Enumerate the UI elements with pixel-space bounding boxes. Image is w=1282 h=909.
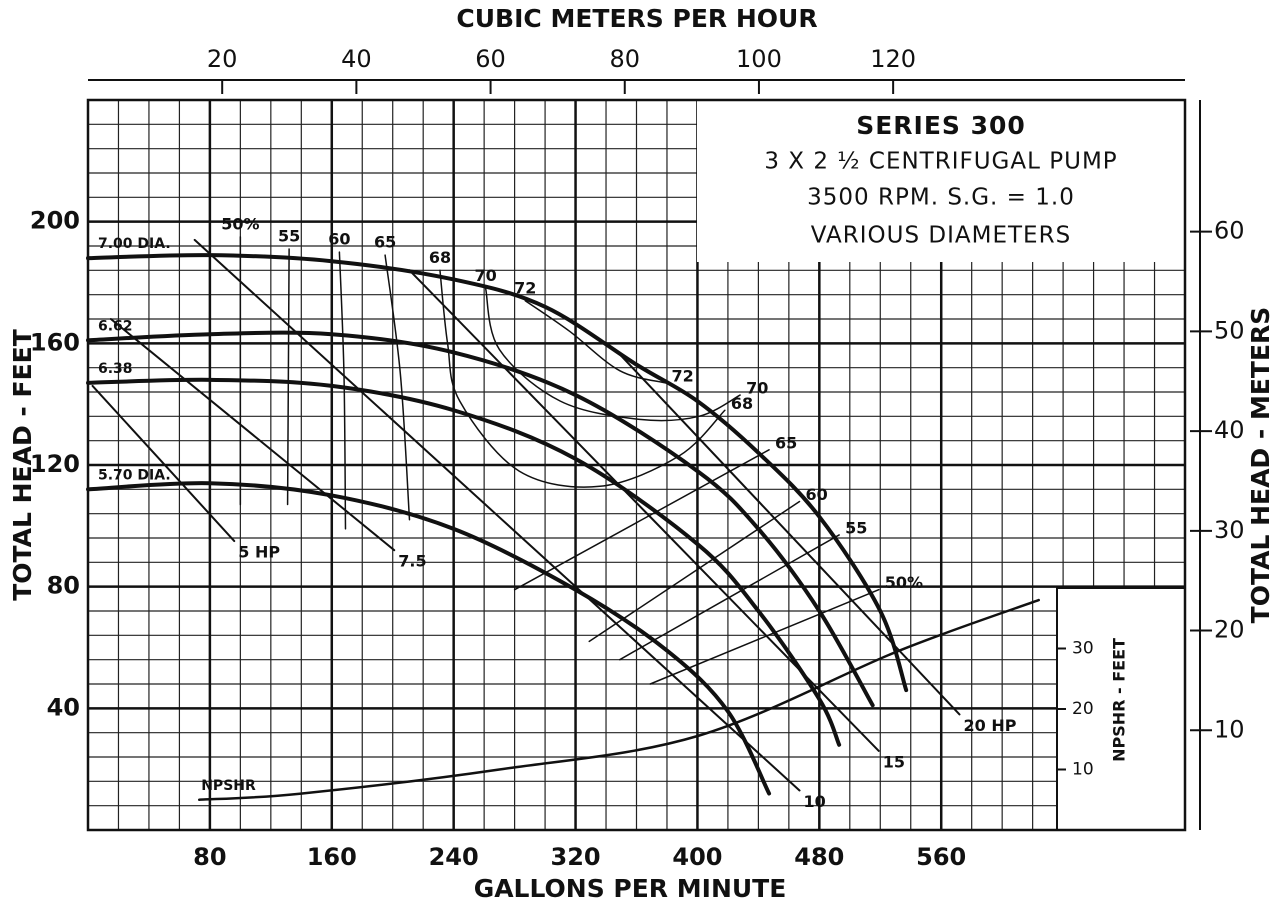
x2-tick-label: 100 xyxy=(736,45,782,73)
series-line xyxy=(86,377,842,747)
y-tick-label: 80 xyxy=(47,572,80,600)
series-label: 72 xyxy=(514,278,536,297)
series-line xyxy=(109,318,396,552)
y3-tick-label: 20 xyxy=(1072,699,1094,719)
series-line xyxy=(86,253,909,693)
series-line xyxy=(197,598,1040,801)
series-label: 50% xyxy=(885,573,923,592)
x-tick-label: 160 xyxy=(307,843,357,871)
series-line xyxy=(484,287,741,422)
x-tick-label: 400 xyxy=(672,843,722,871)
y3-tick-label: 10 xyxy=(1072,760,1094,780)
y-tick-label: 40 xyxy=(47,693,80,721)
x-tick-label: 560 xyxy=(916,843,966,871)
subtitle: VARIOUS DIAMETERS xyxy=(811,223,1071,249)
y3-axis-label: NPSHR - FEET xyxy=(1110,638,1129,762)
x-axis-label: GALLONS PER MINUTE xyxy=(474,874,787,903)
series-label: 68 xyxy=(429,248,451,267)
x2-tick-label: 40 xyxy=(341,45,372,73)
series-line xyxy=(384,254,770,591)
npshr-box xyxy=(1056,587,1186,831)
y2-tick-label: 20 xyxy=(1214,616,1245,644)
series-label: 68 xyxy=(731,394,753,413)
series-label: 65 xyxy=(374,233,396,252)
series-label: 65 xyxy=(775,433,797,452)
x2-tick-label: 80 xyxy=(609,45,640,73)
series-line xyxy=(408,269,880,752)
y3-tick-label: 30 xyxy=(1072,639,1094,659)
subtitle: 3 X 2 ½ CENTRIFUGAL PUMP xyxy=(764,149,1117,175)
series-line xyxy=(286,248,840,661)
series-label: 70 xyxy=(475,266,497,285)
y-tick-label: 200 xyxy=(30,207,80,235)
series-label: 7.00 DIA. xyxy=(98,236,171,252)
info-box xyxy=(697,100,1185,262)
y-tick-label: 160 xyxy=(30,328,80,356)
frame xyxy=(86,98,1187,832)
x-tick-label: 80 xyxy=(193,843,226,871)
series-line xyxy=(193,238,801,792)
series-line xyxy=(614,348,961,716)
series-line xyxy=(86,330,875,708)
y2-tick-label: 30 xyxy=(1214,516,1245,544)
series-label: 72 xyxy=(671,366,693,385)
x-tick-label: 320 xyxy=(551,843,601,871)
series-label: 60 xyxy=(806,485,828,504)
y-tick-label: 120 xyxy=(30,450,80,478)
x2-tick-label: 60 xyxy=(475,45,506,73)
series-label: NPSHR xyxy=(201,778,256,794)
x2-tick-label: 20 xyxy=(207,45,238,73)
series-label: 10 xyxy=(804,792,826,811)
series-label: 15 xyxy=(883,752,905,771)
series-label: 70 xyxy=(746,379,768,398)
series-label: 50% xyxy=(221,214,259,233)
y2-tick-label: 10 xyxy=(1214,715,1245,743)
chart-title: SERIES 300 xyxy=(856,111,1026,140)
series-label: 6.38 xyxy=(98,361,133,377)
series-label: 55 xyxy=(278,227,300,246)
series-label: 7.5 xyxy=(398,552,426,571)
subtitle: 3500 RPM. S.G. = 1.0 xyxy=(807,185,1075,211)
series-label: 5.70 DIA. xyxy=(98,467,171,483)
series-line xyxy=(524,300,667,384)
series-label: 55 xyxy=(845,518,867,537)
series-line xyxy=(439,269,726,488)
y2-axis-label: TOTAL HEAD - METERS xyxy=(1246,307,1275,624)
x2-axis-label: CUBIC METERS PER HOUR xyxy=(456,4,817,33)
series-label: 20 HP xyxy=(964,716,1017,735)
series-line xyxy=(338,251,801,643)
series-line xyxy=(91,384,236,543)
series-line xyxy=(239,236,880,685)
x-tick-label: 240 xyxy=(429,843,479,871)
y2-tick-label: 60 xyxy=(1214,217,1245,245)
y-axis-label: TOTAL HEAD - FEET xyxy=(8,329,37,601)
y2-tick-label: 50 xyxy=(1214,316,1245,344)
x2-tick-label: 120 xyxy=(870,45,916,73)
y2-tick-label: 40 xyxy=(1214,416,1245,444)
series-label: 60 xyxy=(328,230,350,249)
x-tick-label: 480 xyxy=(794,843,844,871)
series-line xyxy=(86,481,772,796)
series-label: 5 HP xyxy=(238,543,280,562)
